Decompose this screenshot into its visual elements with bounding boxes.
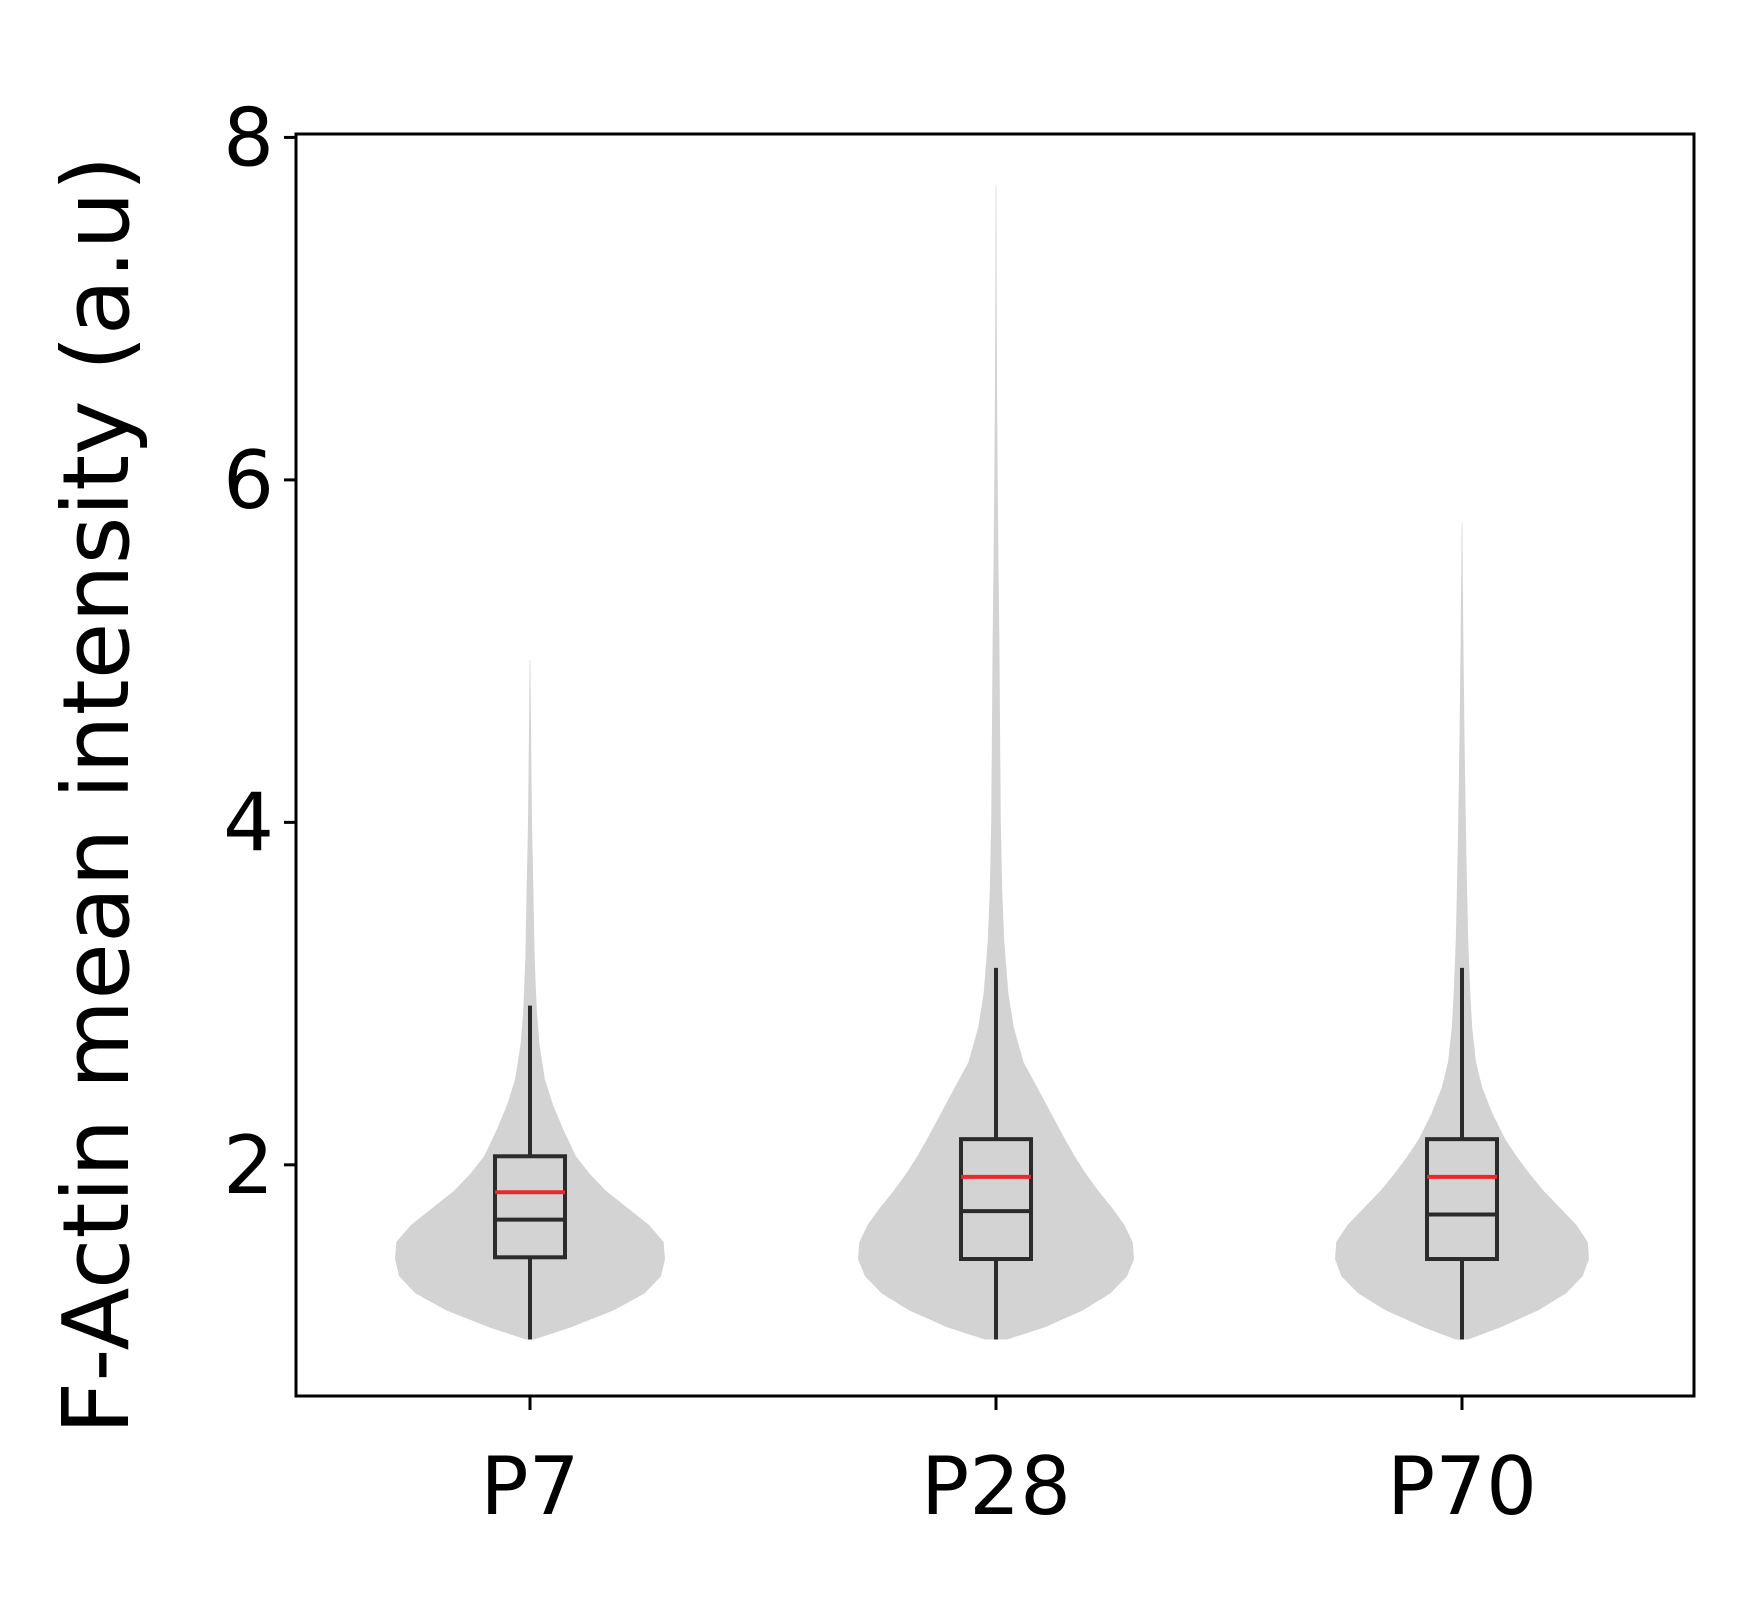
y-axis-label: F-Actin mean intensity (a.u) (43, 155, 150, 1434)
x-tick-label-P70: P70 (1387, 1440, 1537, 1533)
box-P70 (1425, 1137, 1499, 1262)
y-tick-label-2: 2 (223, 1119, 274, 1212)
box-P28 (959, 1137, 1033, 1262)
x-tick-label-P28: P28 (921, 1440, 1071, 1533)
y-tick-label-6: 6 (223, 434, 274, 527)
violin-P70 (1335, 522, 1589, 1340)
violin-P28 (858, 185, 1134, 1340)
violin-P7 (395, 659, 665, 1340)
y-axis: 2 4 6 8 (223, 91, 296, 1212)
y-tick-label-4: 4 (223, 776, 274, 869)
boxes-layer (493, 967, 1499, 1340)
x-tick-label-P7: P7 (480, 1440, 579, 1533)
x-axis: P7 P28 P70 (480, 1396, 1537, 1533)
y-tick-label-8: 8 (223, 91, 274, 184)
violins-layer (395, 185, 1589, 1340)
box-P7 (493, 1154, 567, 1260)
